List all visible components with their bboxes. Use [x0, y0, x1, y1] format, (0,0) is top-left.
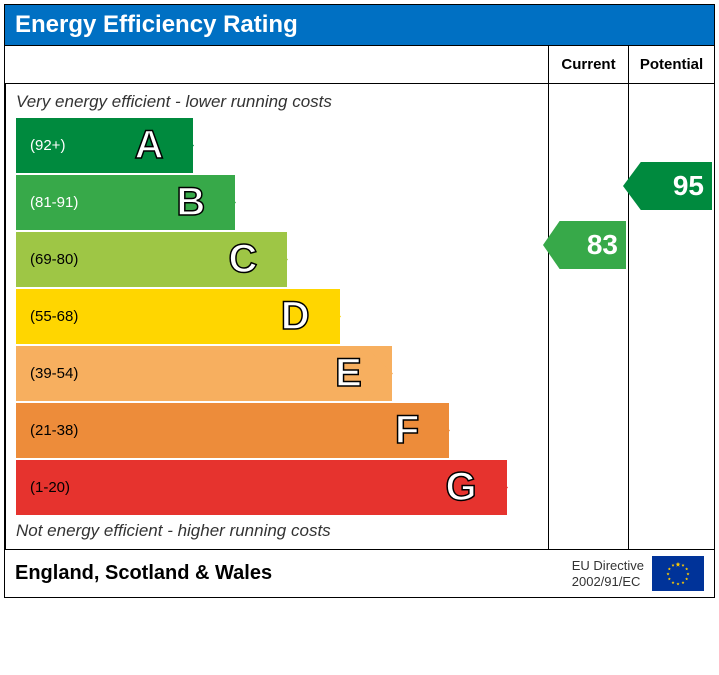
band-bar: (69-80) C — [16, 232, 287, 287]
band-f: (21-38) F — [16, 403, 538, 458]
band-e: (39-54) E — [16, 346, 538, 401]
header-blank — [5, 45, 548, 83]
footer-directive: EU Directive 2002/91/EC — [572, 556, 704, 591]
band-range: (92+) — [16, 137, 65, 154]
pointer-potential-value: 95 — [673, 170, 704, 202]
chart-title: Energy Efficiency Rating — [5, 5, 714, 45]
band-range: (39-54) — [16, 365, 78, 382]
directive-text: EU Directive 2002/91/EC — [572, 558, 644, 589]
epc-chart: Energy Efficiency Rating Current Potenti… — [4, 4, 715, 598]
band-bar: (21-38) F — [16, 403, 449, 458]
pointer-current: 83 — [543, 221, 626, 269]
band-letter: D — [281, 294, 310, 339]
header-current: Current — [548, 45, 628, 83]
band-letter: G — [446, 465, 477, 510]
band-letter: F — [395, 408, 419, 453]
band-letter: E — [335, 351, 362, 396]
band-b: (81-91) B — [16, 175, 538, 230]
chart-grid: Current Potential Very energy efficient … — [5, 45, 714, 549]
desc-efficient: Very energy efficient - lower running co… — [16, 92, 538, 112]
band-bar: (55-68) D — [16, 289, 340, 344]
band-letter: A — [135, 123, 164, 168]
footer: England, Scotland & Wales EU Directive 2… — [5, 549, 714, 597]
band-g: (1-20) G — [16, 460, 538, 515]
header-potential: Potential — [628, 45, 714, 83]
band-range: (55-68) — [16, 308, 78, 325]
band-range: (21-38) — [16, 422, 78, 439]
band-range: (81-91) — [16, 194, 78, 211]
pointer-potential: 95 — [623, 162, 712, 210]
band-bar: (1-20) G — [16, 460, 507, 515]
rating-bands: (92+) A (81-91) B (69-80) C (55-68) D (39-54) E (2… — [16, 118, 538, 515]
band-letter: B — [176, 180, 205, 225]
band-d: (55-68) D — [16, 289, 538, 344]
band-range: (1-20) — [16, 479, 70, 496]
pointer-current-value: 83 — [587, 229, 618, 261]
band-c: (69-80) C — [16, 232, 538, 287]
band-bar: (92+) A — [16, 118, 193, 173]
band-a: (92+) A — [16, 118, 538, 173]
band-letter: C — [229, 237, 258, 282]
bands-cell: Very energy efficient - lower running co… — [5, 83, 548, 549]
current-column: 83 — [548, 83, 628, 549]
desc-inefficient: Not energy efficient - higher running co… — [16, 521, 538, 541]
potential-column: 95 — [628, 83, 714, 549]
band-bar: (81-91) B — [16, 175, 235, 230]
footer-region: England, Scotland & Wales — [15, 562, 272, 585]
band-range: (69-80) — [16, 251, 78, 268]
band-bar: (39-54) E — [16, 346, 392, 401]
eu-flag-icon — [652, 556, 704, 591]
